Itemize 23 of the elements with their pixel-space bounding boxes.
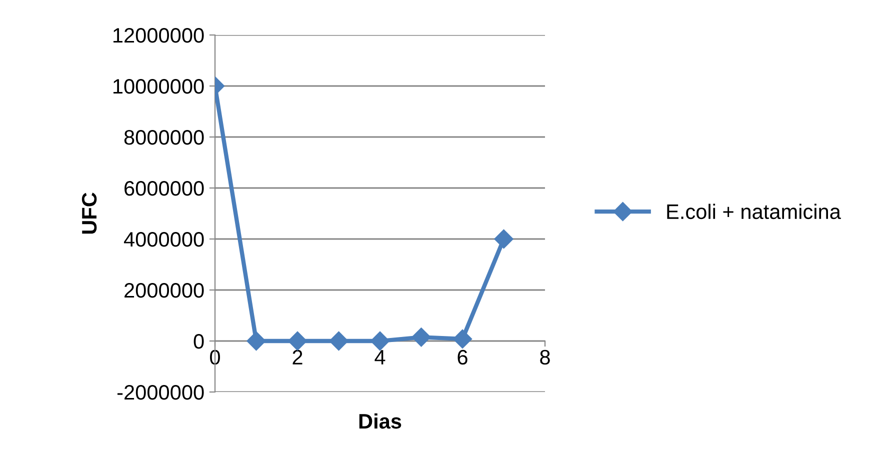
point (370, 331, 390, 351)
point (494, 229, 514, 249)
y-tick-label: 4000000 (124, 232, 204, 247)
x-tick-label: 6 (458, 350, 468, 365)
point (329, 331, 348, 351)
point (452, 329, 472, 348)
y-tick-label: 12000000 (113, 28, 204, 43)
point (246, 331, 266, 351)
x-tick-label: 2 (292, 350, 302, 364)
y-tick-label: 10000000 (113, 79, 204, 94)
point (412, 328, 431, 347)
y-tick-label: -2000000 (117, 385, 204, 400)
point (288, 331, 308, 351)
x-axis-title: Dias (359, 413, 402, 429)
y-tick-label: 8000000 (124, 130, 204, 145)
x-tick-label: 0 (210, 350, 220, 365)
y-axis-title: UFC (82, 192, 97, 234)
x-tick-label: 8 (540, 350, 550, 365)
y-tick-label: 0 (194, 334, 204, 349)
y-tick-label: 2000000 (124, 283, 204, 298)
legend-label: E.coli + natamicina (667, 204, 841, 220)
y-tick-label: 6000000 (124, 181, 204, 196)
x-tick-label: 4 (374, 350, 386, 364)
